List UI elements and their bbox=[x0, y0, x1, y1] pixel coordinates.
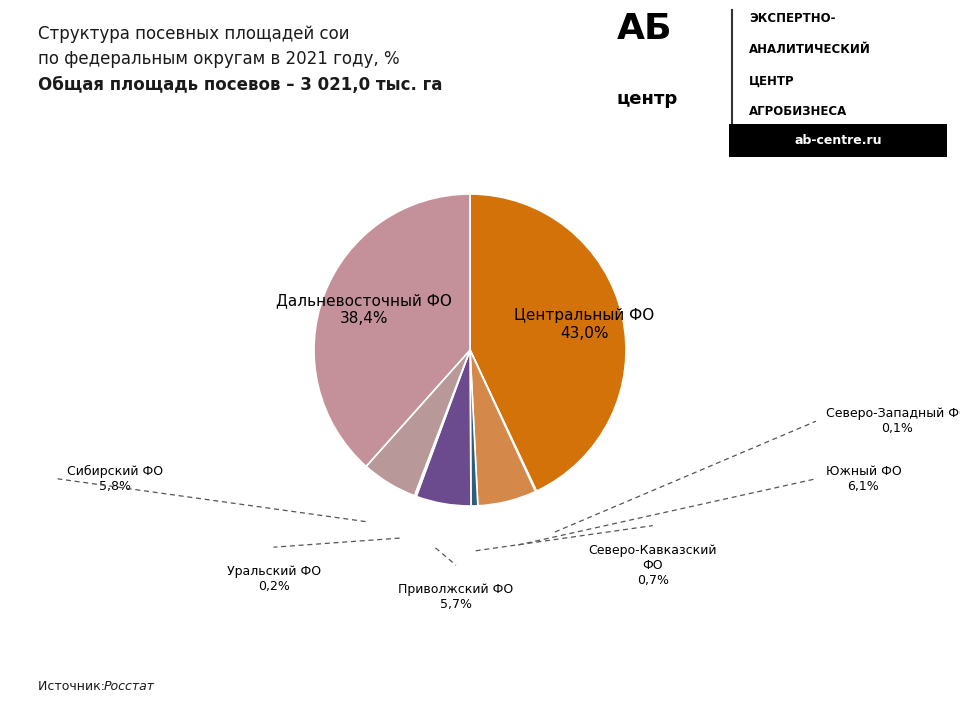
Text: Северо-Кавказский
ФО
0,7%: Северо-Кавказский ФО 0,7% bbox=[588, 544, 717, 587]
Text: АГРОБИЗНЕСА: АГРОБИЗНЕСА bbox=[750, 105, 848, 119]
Wedge shape bbox=[417, 350, 471, 506]
Text: Центральный ФО
43,0%: Центральный ФО 43,0% bbox=[514, 308, 655, 341]
Text: АНАЛИТИЧЕСКИЙ: АНАЛИТИЧЕСКИЙ bbox=[750, 43, 872, 56]
Wedge shape bbox=[366, 350, 470, 496]
Text: ЭКСПЕРТНО-: ЭКСПЕРТНО- bbox=[750, 12, 836, 24]
Text: Общая площадь посевов – 3 021,0 тыс. га: Общая площадь посевов – 3 021,0 тыс. га bbox=[38, 76, 443, 94]
Text: Северо-Западный ФО
0,1%: Северо-Западный ФО 0,1% bbox=[826, 408, 960, 435]
Text: Структура посевных площадей сои: Структура посевных площадей сои bbox=[38, 25, 349, 43]
Text: ab-centre.ru: ab-centre.ru bbox=[794, 134, 881, 147]
Wedge shape bbox=[470, 350, 537, 492]
Text: Дальневосточный ФО
38,4%: Дальневосточный ФО 38,4% bbox=[276, 294, 452, 326]
Text: Источник:: Источник: bbox=[38, 680, 109, 693]
Text: Росстат: Росстат bbox=[104, 680, 155, 693]
FancyBboxPatch shape bbox=[729, 124, 947, 157]
Wedge shape bbox=[470, 350, 478, 506]
Text: по федеральным округам в 2021 году, %: по федеральным округам в 2021 году, % bbox=[38, 50, 400, 68]
Wedge shape bbox=[314, 194, 470, 467]
Wedge shape bbox=[415, 350, 470, 497]
Text: ЦЕНТР: ЦЕНТР bbox=[750, 75, 795, 89]
Text: Южный ФО
6,1%: Южный ФО 6,1% bbox=[826, 465, 901, 492]
Wedge shape bbox=[470, 194, 626, 491]
Text: Сибирский ФО
5,8%: Сибирский ФО 5,8% bbox=[67, 465, 163, 492]
Wedge shape bbox=[470, 350, 536, 506]
Text: центр: центр bbox=[616, 90, 678, 108]
Text: Приволжский ФО
5,7%: Приволжский ФО 5,7% bbox=[398, 583, 514, 611]
Text: АБ: АБ bbox=[616, 12, 672, 46]
Text: Уральский ФО
0,2%: Уральский ФО 0,2% bbox=[227, 565, 321, 593]
